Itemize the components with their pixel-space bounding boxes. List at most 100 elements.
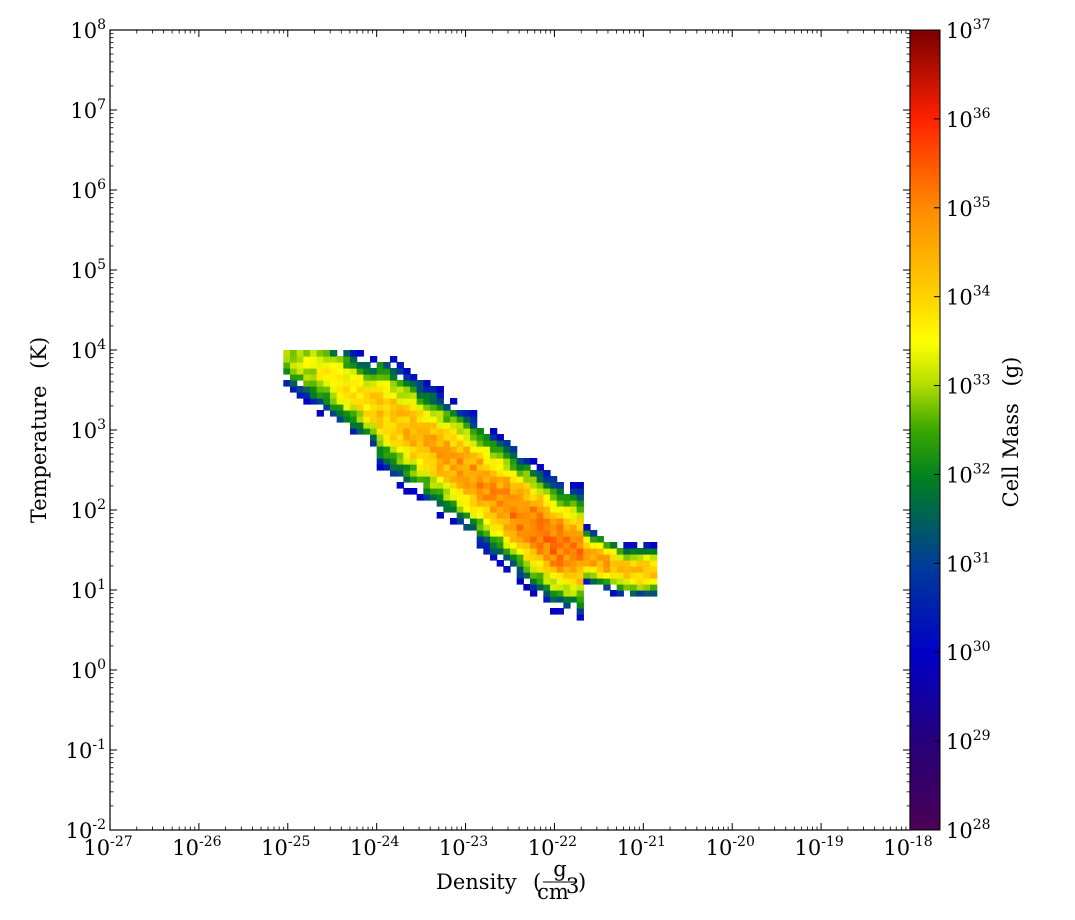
heatmap-cell (423, 446, 431, 453)
heatmap-cell (576, 590, 584, 597)
heatmap-cell (410, 470, 418, 477)
heatmap-cell (516, 530, 524, 537)
heatmap-cell (576, 548, 584, 555)
heatmap-cell (583, 524, 591, 531)
heatmap-cell (503, 536, 511, 543)
heatmap-cell (463, 446, 471, 453)
heatmap-cell (536, 536, 544, 543)
heatmap-cell (383, 446, 391, 453)
heatmap-cell (623, 554, 631, 561)
heatmap-cell (450, 452, 458, 459)
heatmap-cell (430, 416, 438, 423)
heatmap-cell (396, 380, 404, 387)
heatmap-cell (356, 386, 364, 393)
heatmap-cell (556, 542, 564, 549)
heatmap-cell (616, 566, 624, 573)
heatmap-cell (343, 410, 351, 417)
heatmap-cell (463, 494, 471, 501)
heatmap-cell (483, 494, 491, 501)
heatmap-cell (556, 506, 564, 513)
heatmap-cell (390, 404, 398, 411)
heatmap-cell (610, 578, 618, 585)
heatmap-cell (510, 476, 518, 483)
heatmap-cell (390, 398, 398, 405)
heatmap-cell (616, 560, 624, 567)
heatmap-cell (383, 440, 391, 447)
heatmap-cell (436, 500, 444, 507)
x-axis-unit-open-paren: ( (533, 870, 541, 894)
heatmap-cell (303, 362, 311, 369)
heatmap-cell (583, 530, 591, 537)
heatmap-cell (510, 506, 518, 513)
heatmap-cell (396, 458, 404, 465)
heatmap-cell (496, 452, 504, 459)
heatmap-cell (403, 476, 411, 483)
heatmap-cell (490, 500, 498, 507)
plot-area (110, 30, 910, 830)
heatmap-cell (356, 362, 364, 369)
heatmap-cell (470, 464, 478, 471)
heatmap-cell (490, 506, 498, 513)
heatmap-cell (490, 524, 498, 531)
heatmap-cell (530, 536, 538, 543)
heatmap-cell (456, 440, 464, 447)
heatmap-cell (643, 554, 651, 561)
heatmap-cell (350, 428, 358, 435)
heatmap-cell (543, 554, 551, 561)
heatmap-cell (496, 530, 504, 537)
heatmap-cell (463, 470, 471, 477)
heatmap-cell (330, 380, 338, 387)
heatmap-cell (396, 386, 404, 393)
heatmap-cell (463, 482, 471, 489)
heatmap-cell (343, 380, 351, 387)
colorbar-ticks: 1028 1029 1030 1031 1032 1033 1034 1035 1036 1037 (934, 17, 991, 843)
colorbar-label-text: Cell Mass (999, 403, 1023, 507)
heatmap-cell (410, 458, 418, 465)
heatmap-cell (490, 554, 498, 561)
heatmap-cell (570, 590, 578, 597)
colorbar-tick-label: 1031 (946, 550, 991, 576)
heatmap-cell (570, 512, 578, 519)
heatmap-cell (576, 488, 584, 495)
heatmap-cell (370, 428, 378, 435)
heatmap-cell (430, 476, 438, 483)
heatmap-cell (590, 542, 598, 549)
heatmap-cell (410, 434, 418, 441)
heatmap-cell (483, 452, 491, 459)
heatmap-cell (423, 392, 431, 399)
heatmap-cell (410, 380, 418, 387)
heatmap-cell (323, 356, 331, 363)
heatmap-cell (576, 566, 584, 573)
heatmap-cell (523, 458, 531, 465)
heatmap-cell (516, 566, 524, 573)
heatmap-cell (563, 572, 571, 579)
heatmap-cell (456, 512, 464, 519)
heatmap-cell (503, 482, 511, 489)
heatmap-cell (363, 428, 371, 435)
heatmap-cell (556, 590, 564, 597)
heatmap-cell (523, 584, 531, 591)
heatmap-cell (376, 452, 384, 459)
heatmap-cell (570, 536, 578, 543)
heatmap-cell (470, 434, 478, 441)
heatmap-cell (310, 392, 318, 399)
heatmap-cell (363, 398, 371, 405)
heatmap-cell (396, 404, 404, 411)
heatmap-cell (350, 404, 358, 411)
heatmap-cell (536, 482, 544, 489)
heatmap-cell (570, 530, 578, 537)
heatmap-cell (596, 542, 604, 549)
heatmap-cell (376, 416, 384, 423)
heatmap-cell (390, 356, 398, 363)
heatmap-cell (416, 494, 424, 501)
heatmap-cell (623, 584, 631, 591)
y-tick-label: 10-2 (66, 817, 106, 843)
heatmap-cell (363, 380, 371, 387)
heatmap-cell (470, 452, 478, 459)
heatmap-cell (390, 374, 398, 381)
heatmap-cell (583, 578, 591, 585)
heatmap-cell (303, 398, 311, 405)
heatmap-cell (570, 542, 578, 549)
heatmap-cell (510, 554, 518, 561)
heatmap-cell (496, 476, 504, 483)
